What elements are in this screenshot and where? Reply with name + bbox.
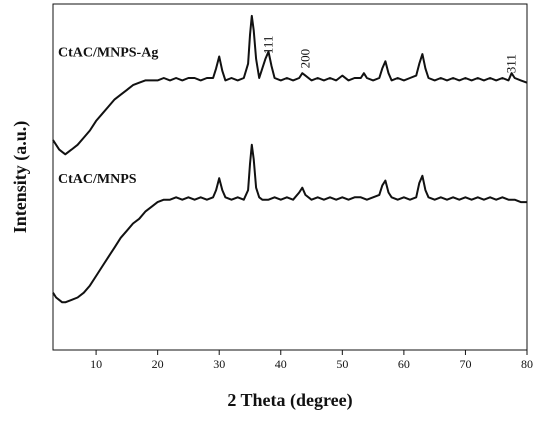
- peak-labels: 111 200 311: [260, 36, 518, 74]
- series-label: CtAC/MNPS: [58, 172, 137, 187]
- series-line-0: [52, 14, 528, 156]
- peak-annotation: 111: [260, 36, 275, 55]
- x-axis-title: 2 Theta (degree): [227, 390, 352, 411]
- x-tick-label: 70: [459, 357, 471, 371]
- peak-annotation: 200: [297, 49, 312, 69]
- x-tick-label: 50: [336, 357, 348, 371]
- x-tick-label: 60: [398, 357, 410, 371]
- x-tick-label: 10: [90, 357, 102, 371]
- series-label: CtAC/MNPS-Ag: [58, 45, 158, 60]
- series-line-1: [52, 143, 527, 304]
- x-tick-label: 80: [521, 357, 533, 371]
- peak-annotation: 311: [504, 54, 519, 73]
- y-axis-title: Intensity (a.u.): [10, 121, 31, 234]
- plot-frame: [52, 3, 528, 351]
- series-labels: CtAC/MNPS-Ag CtAC/MNPS: [58, 45, 158, 186]
- x-tick-label: 20: [152, 357, 164, 371]
- x-axis-ticks: 10 20 30 40 50 60 70 80: [90, 350, 533, 371]
- series-layer: [52, 14, 528, 304]
- x-tick-label: 40: [275, 357, 287, 371]
- x-tick-label: 30: [213, 357, 225, 371]
